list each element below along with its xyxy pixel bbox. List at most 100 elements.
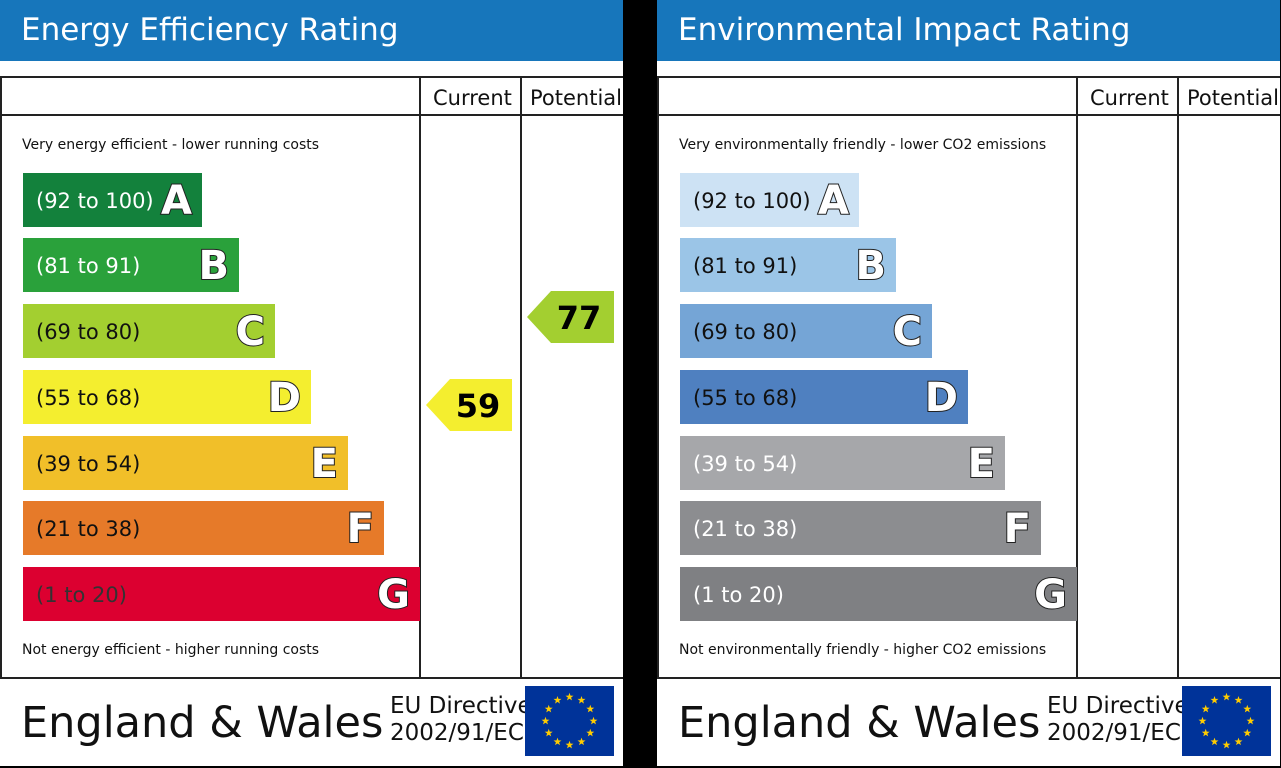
band-letter: F — [346, 505, 375, 553]
directive-line-2: 2002/91/EC — [1047, 720, 1181, 746]
divider — [0, 76, 2, 679]
band-letter: G — [1033, 571, 1068, 619]
rating-band-c: (69 to 80) C — [23, 304, 275, 358]
band-range: (92 to 100) — [36, 189, 154, 213]
band-letter: C — [892, 308, 923, 356]
rating-band-b: (81 to 91) B — [23, 238, 239, 292]
band-range: (55 to 68) — [693, 386, 798, 410]
column-header-current: Current — [433, 86, 512, 110]
rating-band-d: (55 to 68) D — [23, 370, 311, 424]
rating-band-g: (1 to 20) G — [23, 567, 420, 621]
flag-star — [1234, 737, 1243, 746]
divider — [0, 114, 623, 116]
column-header-current: Current — [1090, 86, 1169, 110]
bottom-scale-note: Not environmentally friendly - higher CO… — [679, 642, 1047, 658]
flag-star — [1210, 737, 1219, 746]
current-rating-value: 59 — [456, 387, 501, 425]
eu-flag-icon — [525, 686, 614, 756]
band-range: (39 to 54) — [36, 452, 141, 476]
divider — [1076, 76, 1078, 679]
flag-star — [1234, 696, 1243, 704]
top-scale-note: Very environmentally friendly - lower CO… — [679, 137, 1047, 153]
band-range: (21 to 38) — [36, 517, 141, 541]
flag-star — [565, 692, 574, 701]
footer-country: England & Wales — [678, 698, 1041, 748]
flag-star — [586, 704, 595, 713]
divider — [657, 677, 1280, 679]
flag-star — [553, 696, 562, 704]
directive-line-2: 2002/91/EC — [390, 720, 524, 746]
band-letter: A — [817, 177, 850, 225]
band-letter: E — [967, 440, 996, 488]
panel-title: Environmental Impact Rating — [657, 0, 1280, 61]
flag-star — [565, 740, 574, 749]
impact-band-f: (21 to 38) F — [680, 501, 1041, 555]
flag-star — [589, 716, 598, 725]
current-rating-arrow: 59 — [426, 379, 512, 431]
flag-star — [586, 728, 595, 737]
flag-star — [577, 737, 586, 746]
band-range: (1 to 20) — [36, 583, 127, 607]
band-range: (69 to 80) — [36, 320, 141, 344]
impact-band-d: (55 to 68) D — [680, 370, 968, 424]
band-range: (21 to 38) — [693, 517, 798, 541]
impact-band-e: (39 to 54) E — [680, 436, 1005, 490]
divider — [657, 114, 1280, 116]
flag-star — [1201, 728, 1210, 737]
band-range: (81 to 91) — [693, 254, 798, 278]
flag-star — [1246, 716, 1255, 725]
flag-star — [1210, 696, 1219, 704]
band-letter: D — [924, 374, 959, 422]
divider — [1177, 76, 1179, 679]
impact-band-b: (81 to 91) B — [680, 238, 896, 292]
panel-title: Energy Efficiency Rating — [0, 0, 623, 61]
band-range: (39 to 54) — [693, 452, 798, 476]
flag-star — [1198, 716, 1207, 725]
band-range: (69 to 80) — [693, 320, 798, 344]
flag-star — [541, 716, 550, 725]
band-letter: F — [1003, 505, 1032, 553]
band-letter: B — [198, 242, 230, 290]
potential-rating-value: 77 — [557, 299, 602, 337]
column-header-potential: Potential — [530, 86, 622, 110]
divider — [0, 677, 623, 679]
band-range: (55 to 68) — [36, 386, 141, 410]
divider — [657, 76, 1280, 78]
divider — [0, 76, 623, 78]
top-scale-note: Very energy efficient - lower running co… — [22, 137, 320, 153]
divider — [657, 76, 659, 679]
energy-efficiency-panel: Energy Efficiency Rating Current Potenti… — [0, 0, 623, 766]
rating-band-e: (39 to 54) E — [23, 436, 348, 490]
flag-star — [577, 696, 586, 704]
impact-band-c: (69 to 80) C — [680, 304, 932, 358]
band-range: (1 to 20) — [693, 583, 784, 607]
band-range: (81 to 91) — [36, 254, 141, 278]
rating-band-f: (21 to 38) F — [23, 501, 384, 555]
directive-line-1: EU Directive — [390, 693, 532, 719]
flag-star — [1201, 704, 1210, 713]
band-letter: D — [267, 374, 302, 422]
flag-star — [1222, 740, 1231, 749]
environmental-impact-panel: Environmental Impact Rating Current Pote… — [657, 0, 1280, 766]
rating-band-a: (92 to 100) A — [23, 173, 202, 227]
band-range: (92 to 100) — [693, 189, 811, 213]
flag-star — [553, 737, 562, 746]
footer-directive: EU Directive 2002/91/EC — [390, 693, 532, 747]
impact-band-g: (1 to 20) G — [680, 567, 1077, 621]
directive-line-1: EU Directive — [1047, 693, 1189, 719]
potential-rating-arrow: 77 — [527, 291, 614, 343]
footer-directive: EU Directive 2002/91/EC — [1047, 693, 1189, 747]
divider — [419, 76, 421, 679]
flag-star — [544, 704, 553, 713]
eu-flag-icon — [1182, 686, 1271, 756]
flag-star — [1222, 692, 1231, 701]
divider — [520, 76, 522, 679]
band-letter: C — [235, 308, 266, 356]
band-letter: B — [855, 242, 887, 290]
bottom-scale-note: Not energy efficient - higher running co… — [22, 642, 320, 658]
flag-star — [544, 728, 553, 737]
flag-star — [1243, 704, 1252, 713]
impact-band-a: (92 to 100) A — [680, 173, 859, 227]
band-letter: A — [160, 177, 193, 225]
flag-star — [1243, 728, 1252, 737]
